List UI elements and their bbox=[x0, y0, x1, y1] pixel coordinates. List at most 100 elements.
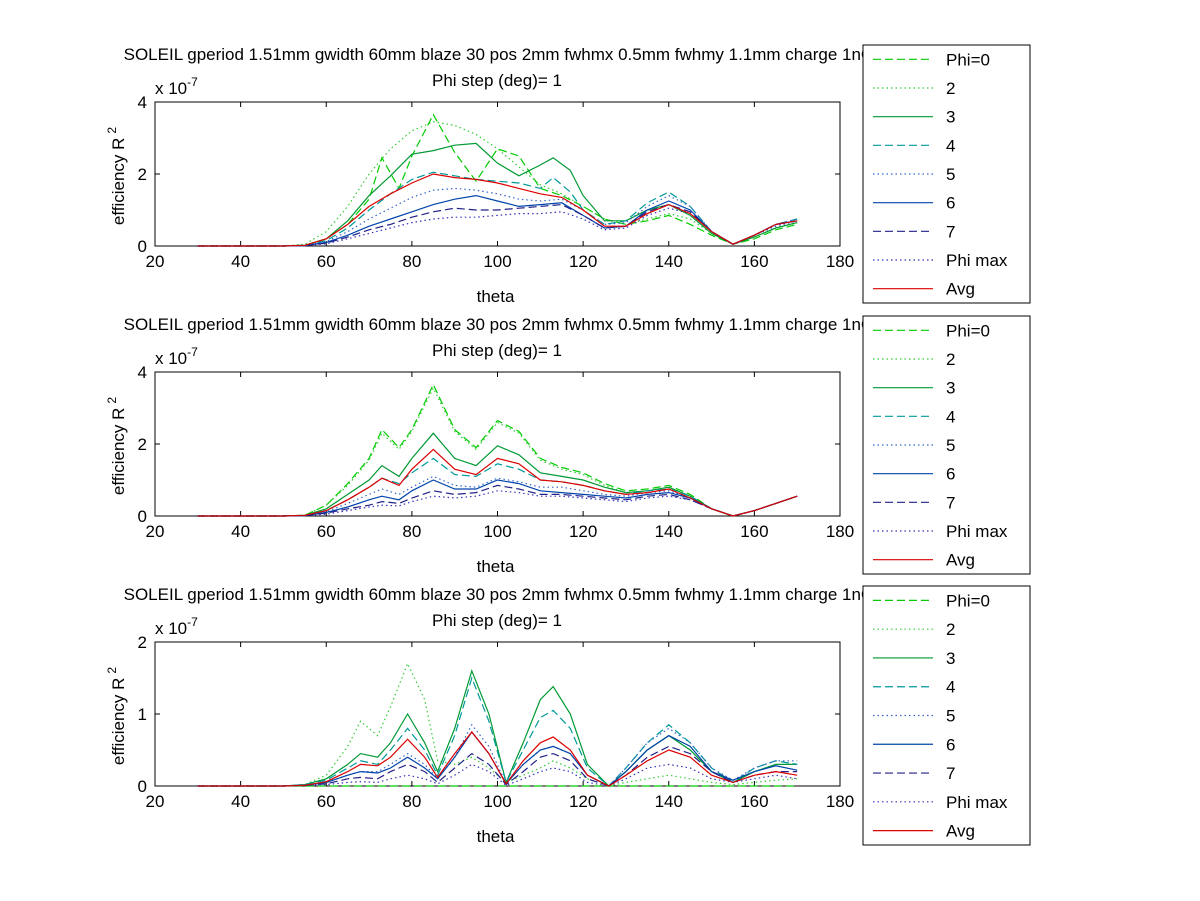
legend-entry-label: Phi=0 bbox=[946, 321, 990, 340]
y-exponent-label: x 10-7 bbox=[155, 615, 198, 638]
x-tick-label: 180 bbox=[826, 522, 854, 541]
y-tick-label: 2 bbox=[138, 165, 147, 184]
chart-title: SOLEIL gperiod 1.51mm gwidth 60mm blaze … bbox=[124, 315, 957, 334]
legend-entry-label: 3 bbox=[946, 108, 955, 127]
y-exponent-label: x 10-7 bbox=[155, 345, 198, 368]
legend-box bbox=[862, 44, 1031, 304]
x-tick-label: 80 bbox=[402, 792, 421, 811]
legend-entry-label: Avg bbox=[946, 551, 975, 570]
legend-entry-label: Phi=0 bbox=[946, 591, 990, 610]
y-exponent-base: x 10 bbox=[155, 619, 187, 638]
chart-title: SOLEIL gperiod 1.51mm gwidth 60mm blaze … bbox=[124, 45, 957, 64]
y-axis-label: efficiency R 2 bbox=[105, 397, 128, 496]
y-axis-label-text: efficiency R bbox=[109, 138, 128, 226]
series-line-8 bbox=[197, 207, 798, 247]
legend-entry-label: Phi max bbox=[946, 251, 1008, 270]
y-exponent-power: -7 bbox=[187, 75, 198, 89]
x-tick-label: 20 bbox=[146, 252, 165, 271]
chart-panel-2: SOLEIL gperiod 1.51mm gwidth 60mm blaze … bbox=[105, 315, 1031, 576]
x-tick-label: 80 bbox=[402, 522, 421, 541]
legend-entry-label: Avg bbox=[946, 822, 975, 841]
y-axis-label-text: efficiency R bbox=[109, 678, 128, 766]
y-tick-label: 4 bbox=[138, 93, 147, 112]
legend-entry-label: 5 bbox=[946, 436, 955, 455]
series-line-3 bbox=[197, 668, 798, 787]
x-tick-label: 140 bbox=[655, 792, 683, 811]
legend-box bbox=[862, 315, 1031, 575]
series-line-9 bbox=[197, 731, 798, 787]
x-tick-label: 120 bbox=[569, 252, 597, 271]
y-tick-label: 4 bbox=[138, 363, 147, 382]
x-tick-label: 180 bbox=[826, 792, 854, 811]
x-tick-label: 160 bbox=[740, 252, 768, 271]
y-axis-label-text: efficiency R bbox=[109, 408, 128, 496]
legend-entry-label: 2 bbox=[946, 79, 955, 98]
y-axis-label-superscript: 2 bbox=[105, 667, 119, 674]
legend-entry-label: 2 bbox=[946, 350, 955, 369]
series-line-3 bbox=[197, 142, 798, 247]
chart-panel-1: SOLEIL gperiod 1.51mm gwidth 60mm blaze … bbox=[105, 44, 1031, 306]
legend-entry-label: 6 bbox=[946, 735, 955, 754]
legend-entry-label: 6 bbox=[946, 194, 955, 213]
x-tick-label: 100 bbox=[483, 792, 511, 811]
legend-entry-label: 5 bbox=[946, 707, 955, 726]
x-tick-label: 40 bbox=[231, 522, 250, 541]
y-exponent-label: x 10-7 bbox=[155, 75, 198, 98]
legend-entry-label: 7 bbox=[946, 222, 955, 241]
legend-entry-label: 6 bbox=[946, 465, 955, 484]
x-axis-label: theta bbox=[477, 557, 515, 576]
x-axis-label: theta bbox=[477, 287, 515, 306]
y-axis-label: efficiency R 2 bbox=[105, 667, 128, 766]
legend-entry-label: 7 bbox=[946, 493, 955, 512]
x-tick-label: 120 bbox=[569, 522, 597, 541]
legend-entry-label: Avg bbox=[946, 280, 975, 299]
y-exponent-power: -7 bbox=[187, 345, 198, 359]
y-tick-label: 2 bbox=[138, 435, 147, 454]
x-tick-label: 160 bbox=[740, 522, 768, 541]
x-tick-label: 100 bbox=[483, 252, 511, 271]
series-line-2 bbox=[197, 121, 798, 247]
chart-subtitle: Phi step (deg)= 1 bbox=[432, 611, 562, 630]
y-tick-label: 2 bbox=[138, 633, 147, 652]
y-axis-label-superscript: 2 bbox=[105, 127, 119, 134]
series-line-2 bbox=[197, 386, 798, 517]
legend-entry-label: 4 bbox=[946, 136, 955, 155]
series-line-7 bbox=[197, 745, 798, 787]
chart-title: SOLEIL gperiod 1.51mm gwidth 60mm blaze … bbox=[124, 585, 957, 604]
series-line-6 bbox=[197, 730, 798, 787]
x-tick-label: 100 bbox=[483, 522, 511, 541]
legend-entry-label: Phi max bbox=[946, 522, 1008, 541]
y-exponent-power: -7 bbox=[187, 615, 198, 629]
y-axis-label-superscript: 2 bbox=[105, 397, 119, 404]
series-line-9 bbox=[197, 448, 798, 517]
y-tick-label: 0 bbox=[138, 507, 147, 526]
legend-entry-label: Phi max bbox=[946, 793, 1008, 812]
series-line-8 bbox=[197, 490, 798, 517]
chart-subtitle: Phi step (deg)= 1 bbox=[432, 71, 562, 90]
x-tick-label: 120 bbox=[569, 792, 597, 811]
x-tick-label: 20 bbox=[146, 792, 165, 811]
chart-subtitle: Phi step (deg)= 1 bbox=[432, 341, 562, 360]
legend-box bbox=[862, 585, 1031, 846]
legend-entry-label: 5 bbox=[946, 165, 955, 184]
legend-entry-label: 7 bbox=[946, 764, 955, 783]
x-tick-label: 80 bbox=[402, 252, 421, 271]
x-tick-label: 20 bbox=[146, 522, 165, 541]
x-tick-label: 140 bbox=[655, 252, 683, 271]
series-line-4 bbox=[197, 171, 798, 247]
y-tick-label: 1 bbox=[138, 705, 147, 724]
legend-entry-label: 3 bbox=[946, 649, 955, 668]
legend-entry-label: 3 bbox=[946, 379, 955, 398]
y-axis-label: efficiency R 2 bbox=[105, 127, 128, 226]
x-tick-label: 140 bbox=[655, 522, 683, 541]
y-exponent-base: x 10 bbox=[155, 79, 187, 98]
x-axis-label: theta bbox=[477, 827, 515, 846]
legend-entry-label: 4 bbox=[946, 407, 955, 426]
series-line-7 bbox=[197, 484, 798, 517]
chart-panel-3: SOLEIL gperiod 1.51mm gwidth 60mm blaze … bbox=[105, 585, 1031, 846]
y-exponent-base: x 10 bbox=[155, 349, 187, 368]
y-tick-label: 0 bbox=[138, 777, 147, 796]
x-tick-label: 60 bbox=[317, 792, 336, 811]
series-line-2 bbox=[197, 662, 798, 787]
